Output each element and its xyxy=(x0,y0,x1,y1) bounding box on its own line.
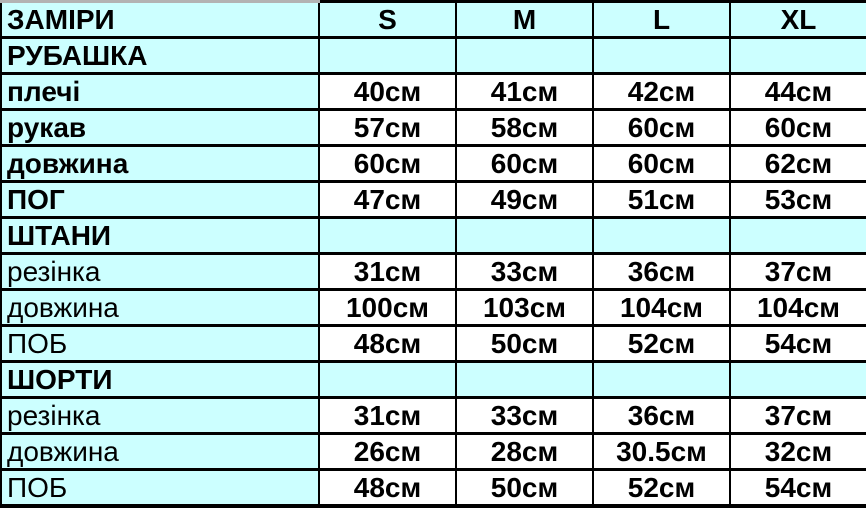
data-row-plechi: плечі 40см 41см 42см 44см xyxy=(0,71,866,111)
section-row-rubashka: РУБАШКА xyxy=(0,35,866,75)
empty-cell xyxy=(318,359,457,399)
row-label: плечі xyxy=(0,71,320,111)
value-cell: 103см xyxy=(455,287,594,327)
empty-cell xyxy=(592,35,731,75)
row-label: ПОГ xyxy=(0,179,320,219)
value-cell: 100см xyxy=(318,287,457,327)
value-cell: 33см xyxy=(455,251,594,291)
data-row-rukav: рукав 57см 58см 60см 60см xyxy=(0,107,866,147)
row-label: довжина xyxy=(0,431,320,471)
empty-cell xyxy=(318,215,457,255)
empty-cell xyxy=(729,359,866,399)
row-label: ПОБ xyxy=(0,323,320,363)
header-row: ЗАМІРИ S M L XL xyxy=(0,0,866,39)
value-cell: 31см xyxy=(318,251,457,291)
value-cell: 58см xyxy=(455,107,594,147)
value-cell: 49см xyxy=(455,179,594,219)
value-cell: 32см xyxy=(729,431,866,471)
empty-cell xyxy=(592,359,731,399)
section-label-shtany: ШТАНИ xyxy=(0,215,320,255)
value-cell: 104см xyxy=(592,287,731,327)
value-cell: 52см xyxy=(592,467,731,508)
data-row-dovzhyna-rubashka: довжина 60см 60см 60см 62см xyxy=(0,143,866,183)
size-header-s: S xyxy=(318,0,457,39)
value-cell: 50см xyxy=(455,467,594,508)
empty-cell xyxy=(729,35,866,75)
value-cell: 50см xyxy=(455,323,594,363)
section-label-shorty: ШОРТИ xyxy=(0,359,320,399)
value-cell: 33см xyxy=(455,395,594,435)
empty-cell xyxy=(455,35,594,75)
value-cell: 48см xyxy=(318,467,457,508)
value-cell: 47см xyxy=(318,179,457,219)
value-cell: 30.5см xyxy=(592,431,731,471)
table-title: ЗАМІРИ xyxy=(0,0,320,39)
value-cell: 36см xyxy=(592,395,731,435)
value-cell: 57см xyxy=(318,107,457,147)
section-row-shtany: ШТАНИ xyxy=(0,215,866,255)
size-header-m: M xyxy=(455,0,594,39)
section-row-shorty: ШОРТИ xyxy=(0,359,866,399)
value-cell: 37см xyxy=(729,251,866,291)
size-header-l: L xyxy=(592,0,731,39)
value-cell: 51см xyxy=(592,179,731,219)
row-label: ПОБ xyxy=(0,467,320,508)
value-cell: 60см xyxy=(729,107,866,147)
data-row-rezinka-shtany: резінка 31см 33см 36см 37см xyxy=(0,251,866,291)
value-cell: 42см xyxy=(592,71,731,111)
data-row-dovzhyna-shtany: довжина 100см 103см 104см 104см xyxy=(0,287,866,327)
value-cell: 48см xyxy=(318,323,457,363)
value-cell: 28см xyxy=(455,431,594,471)
value-cell: 40см xyxy=(318,71,457,111)
empty-cell xyxy=(592,215,731,255)
value-cell: 36см xyxy=(592,251,731,291)
row-label: довжина xyxy=(0,287,320,327)
value-cell: 37см xyxy=(729,395,866,435)
value-cell: 54см xyxy=(729,467,866,508)
value-cell: 60см xyxy=(592,107,731,147)
data-row-dovzhyna-shorty: довжина 26см 28см 30.5см 32см xyxy=(0,431,866,471)
value-cell: 31см xyxy=(318,395,457,435)
data-row-pob-shtany: ПОБ 48см 50см 52см 54см xyxy=(0,323,866,363)
value-cell: 26см xyxy=(318,431,457,471)
value-cell: 60см xyxy=(455,143,594,183)
data-row-pob-shorty: ПОБ 48см 50см 52см 54см xyxy=(0,467,866,508)
row-label: резінка xyxy=(0,251,320,291)
empty-cell xyxy=(455,215,594,255)
empty-cell xyxy=(455,359,594,399)
data-row-pog: ПОГ 47см 49см 51см 53см xyxy=(0,179,866,219)
row-label: резінка xyxy=(0,395,320,435)
size-header-xl: XL xyxy=(729,0,866,39)
row-label: довжина xyxy=(0,143,320,183)
value-cell: 53см xyxy=(729,179,866,219)
value-cell: 60см xyxy=(592,143,731,183)
empty-cell xyxy=(729,215,866,255)
data-row-rezinka-shorty: резінка 31см 33см 36см 37см xyxy=(0,395,866,435)
value-cell: 54см xyxy=(729,323,866,363)
value-cell: 44см xyxy=(729,71,866,111)
section-label-rubashka: РУБАШКА xyxy=(0,35,320,75)
value-cell: 104см xyxy=(729,287,866,327)
value-cell: 60см xyxy=(318,143,457,183)
empty-cell xyxy=(318,35,457,75)
row-label: рукав xyxy=(0,107,320,147)
value-cell: 62см xyxy=(729,143,866,183)
value-cell: 52см xyxy=(592,323,731,363)
value-cell: 41см xyxy=(455,71,594,111)
